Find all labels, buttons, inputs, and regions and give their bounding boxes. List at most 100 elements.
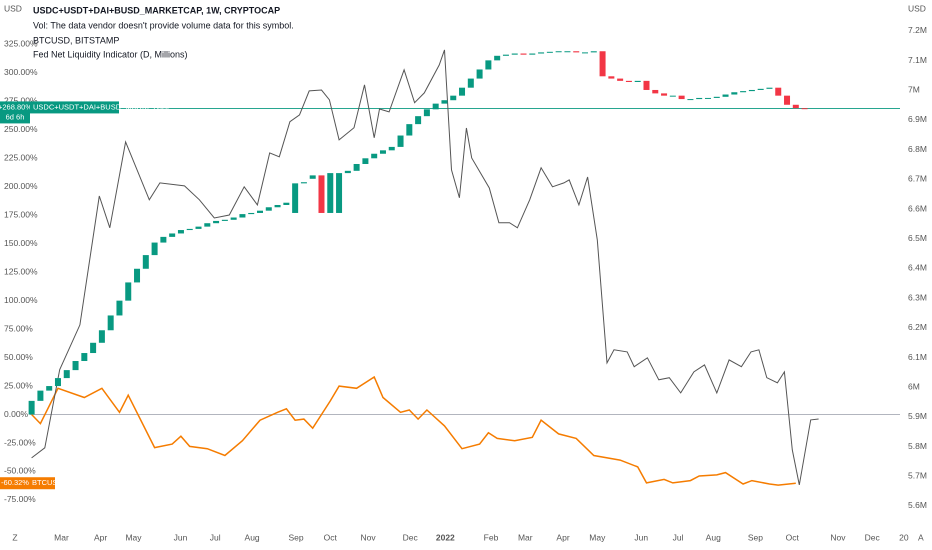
candle — [757, 88, 764, 90]
x-tick-label: Apr — [94, 532, 107, 542]
candle — [353, 163, 360, 171]
candle — [529, 53, 536, 55]
candle — [467, 78, 474, 88]
name-tag-label: USDC+USDT+DAI+BUSD_MARKETCAP — [33, 102, 172, 111]
y2-tick-label: 6.2M — [908, 322, 927, 332]
x-tick-label: Jul — [673, 532, 684, 542]
y-tick-label: 75.00% — [4, 323, 33, 333]
candle — [801, 108, 808, 110]
candle — [318, 175, 325, 213]
candle — [740, 91, 747, 93]
y2-tick-label: 6M — [908, 381, 920, 391]
candle — [257, 210, 263, 213]
y2-tick-label: 5.6M — [908, 500, 927, 510]
candle — [397, 135, 404, 147]
y2-tick-label: 6.5M — [908, 233, 927, 243]
candle — [230, 217, 237, 220]
candle — [661, 93, 668, 96]
y-tick-label: 100.00% — [4, 295, 38, 305]
y2-tick-label: 6.7M — [908, 174, 927, 184]
candle — [546, 51, 553, 53]
candle — [520, 53, 527, 55]
candle — [362, 158, 369, 164]
x-tick-label: May — [589, 532, 606, 542]
candle — [248, 212, 255, 215]
candle — [573, 51, 580, 53]
y2-tick-label: 6.6M — [908, 203, 927, 213]
candle — [485, 60, 492, 70]
y2-tick-label: 5.8M — [908, 441, 927, 451]
price-tag-label: -60.32% — [1, 478, 29, 487]
candle — [195, 226, 202, 229]
candle — [564, 51, 571, 53]
x-tick-label: Jun — [634, 532, 648, 542]
candle — [239, 214, 246, 218]
candle — [625, 80, 632, 82]
candle — [292, 183, 299, 213]
series-line — [31, 375, 796, 486]
name-tag — [30, 101, 119, 114]
x-tick-label: Sep — [288, 532, 303, 542]
candle — [459, 87, 466, 96]
candle — [450, 95, 457, 101]
name-tag-label: BTCUSD — [32, 478, 63, 487]
y2-tick-label: 5.9M — [908, 411, 927, 421]
candle — [704, 97, 711, 99]
x-tick-label: 2022 — [436, 532, 455, 542]
candle — [415, 116, 422, 125]
y2-tick-label: 6.3M — [908, 292, 927, 302]
candle — [90, 342, 97, 354]
x-tick-label: Feb — [484, 532, 499, 542]
x-tick-label: Aug — [706, 532, 721, 542]
candle — [54, 378, 61, 387]
candle — [678, 95, 685, 100]
candle — [792, 104, 799, 109]
y-tick-label: 150.00% — [4, 238, 38, 248]
candle — [643, 80, 650, 90]
x-tick-label: Dec — [865, 532, 881, 542]
candle — [696, 97, 703, 100]
y-tick-label: -75.00% — [4, 494, 36, 504]
y-tick-label: 275.00% — [4, 96, 38, 106]
candle — [494, 55, 501, 61]
candle — [204, 223, 211, 227]
candle — [186, 228, 193, 231]
candle — [63, 370, 70, 379]
right-axis-unit: USD — [908, 3, 926, 13]
y2-tick-label: 7.2M — [908, 25, 927, 35]
candle — [713, 96, 720, 98]
candle — [748, 89, 755, 92]
candle — [344, 170, 351, 174]
y-tick-label: 50.00% — [4, 352, 33, 362]
x-tick-label: Z — [12, 532, 17, 542]
candle — [72, 361, 79, 371]
y-tick-label: -25.00% — [4, 437, 36, 447]
candle — [274, 204, 281, 208]
x-tick-label: Aug — [245, 532, 260, 542]
series-line — [31, 49, 819, 485]
x-tick-label: Sep — [748, 532, 763, 542]
candle — [46, 386, 53, 391]
candle — [160, 236, 167, 243]
candle — [125, 282, 132, 301]
candle — [766, 87, 773, 89]
candle — [169, 233, 176, 237]
y-tick-label: 225.00% — [4, 153, 38, 163]
candle — [213, 220, 220, 224]
candle — [784, 95, 791, 105]
candle — [731, 92, 738, 95]
candle — [134, 268, 141, 283]
price-tag — [0, 477, 30, 490]
name-tag — [30, 477, 55, 490]
y2-tick-label: 5.7M — [908, 471, 927, 481]
x-tick-label: Nov — [830, 532, 846, 542]
candle — [599, 51, 606, 77]
candle — [221, 219, 228, 221]
candle — [590, 51, 597, 53]
corner-label[interactable]: A — [918, 532, 924, 542]
y2-tick-label: 6.9M — [908, 114, 927, 124]
y-tick-label: 0.00% — [4, 409, 29, 419]
x-tick-label: Mar — [54, 532, 69, 542]
candle — [388, 146, 395, 151]
y2-tick-label: 6.8M — [908, 144, 927, 154]
